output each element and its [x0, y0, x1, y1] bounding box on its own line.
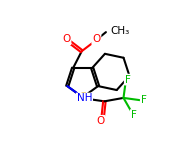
Text: F: F — [141, 95, 147, 105]
Text: F: F — [131, 110, 137, 120]
Text: NH: NH — [77, 94, 92, 104]
Text: O: O — [92, 34, 101, 44]
Text: O: O — [96, 116, 104, 126]
Text: F: F — [125, 75, 131, 85]
Text: CH₃: CH₃ — [111, 26, 130, 36]
Text: S: S — [79, 92, 86, 102]
Text: O: O — [62, 34, 71, 44]
